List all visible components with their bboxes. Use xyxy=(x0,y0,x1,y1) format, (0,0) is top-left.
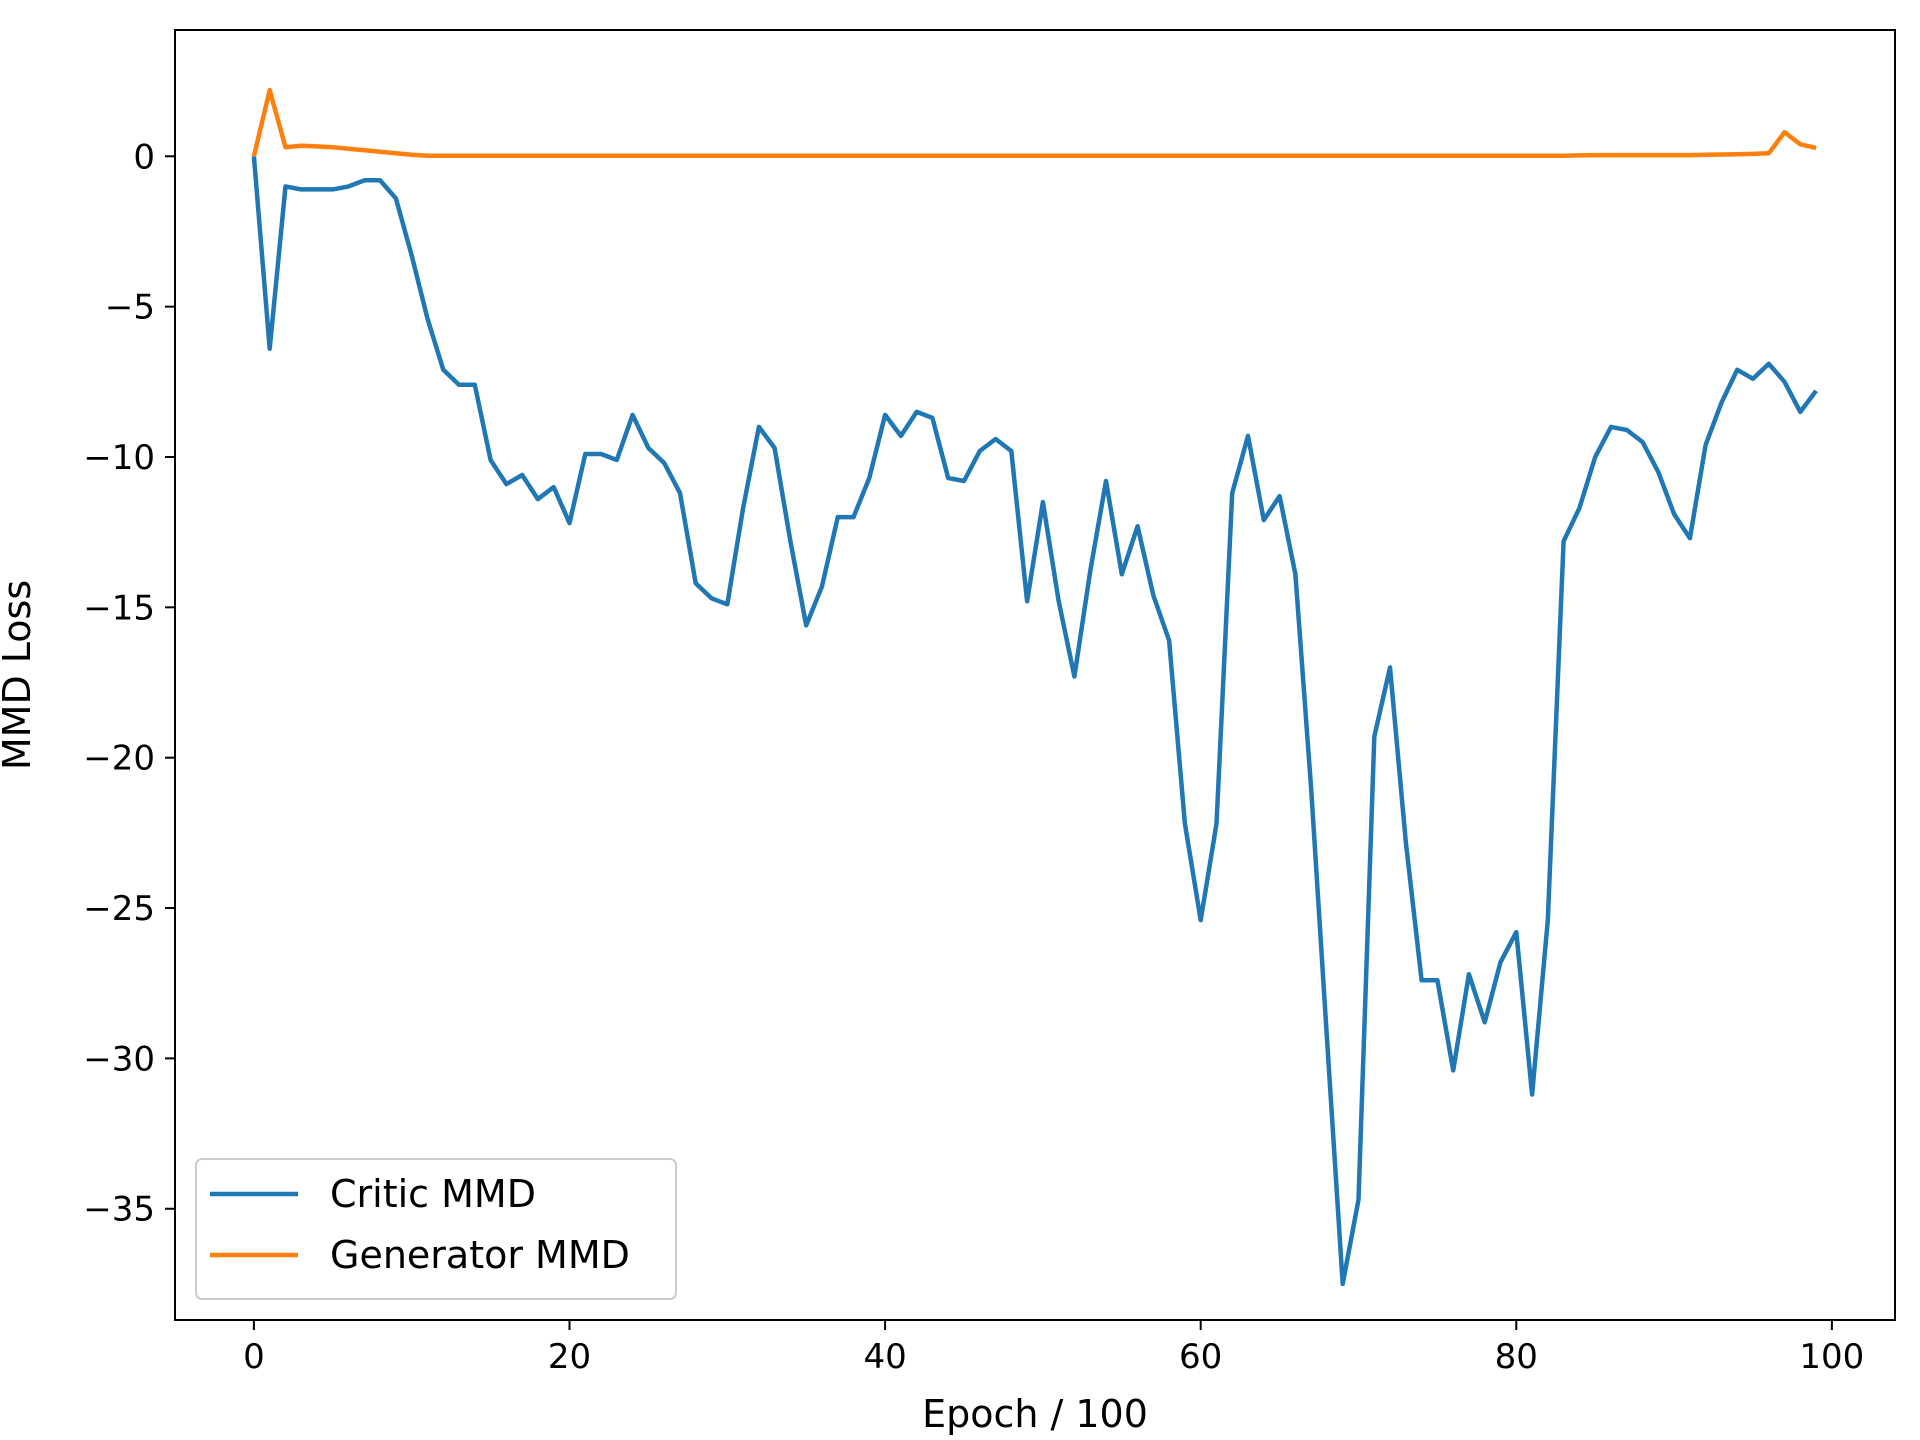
x-ticks: 0 20 40 60 80 100 xyxy=(243,1320,1864,1377)
x-tick-label: 60 xyxy=(1179,1337,1222,1377)
legend-box xyxy=(195,1158,677,1300)
y-tick-label: −10 xyxy=(83,438,155,478)
y-ticks: 0 −5 −10 −15 −20 −25 −30 −35 xyxy=(83,137,175,1230)
x-tick-label: 0 xyxy=(243,1337,265,1377)
y-tick-label: −30 xyxy=(83,1039,155,1079)
x-tick-label: 40 xyxy=(863,1337,906,1377)
legend-label: Generator MMD xyxy=(330,1233,630,1277)
y-tick-label: −20 xyxy=(83,739,155,779)
y-tick-label: −5 xyxy=(105,288,155,328)
series-layer xyxy=(251,87,1818,1287)
x-tick-label: 100 xyxy=(1799,1337,1864,1377)
y-tick-label: −35 xyxy=(83,1190,155,1230)
x-tick-label: 80 xyxy=(1495,1337,1538,1377)
y-tick-label: −25 xyxy=(83,889,155,929)
x-axis-label: Epoch / 100 xyxy=(922,1392,1148,1436)
plot-frame xyxy=(174,29,1896,1321)
legend: Critic MMD Generator MMD xyxy=(195,1158,677,1300)
series-line-0 xyxy=(251,156,1818,1287)
legend-label: Critic MMD xyxy=(330,1172,536,1216)
x-tick-label: 20 xyxy=(548,1337,591,1377)
y-tick-label: 0 xyxy=(133,137,155,177)
series-line-1 xyxy=(251,87,1817,158)
y-axis-label: MMD Loss xyxy=(0,580,39,770)
y-tick-label: −15 xyxy=(83,588,155,628)
